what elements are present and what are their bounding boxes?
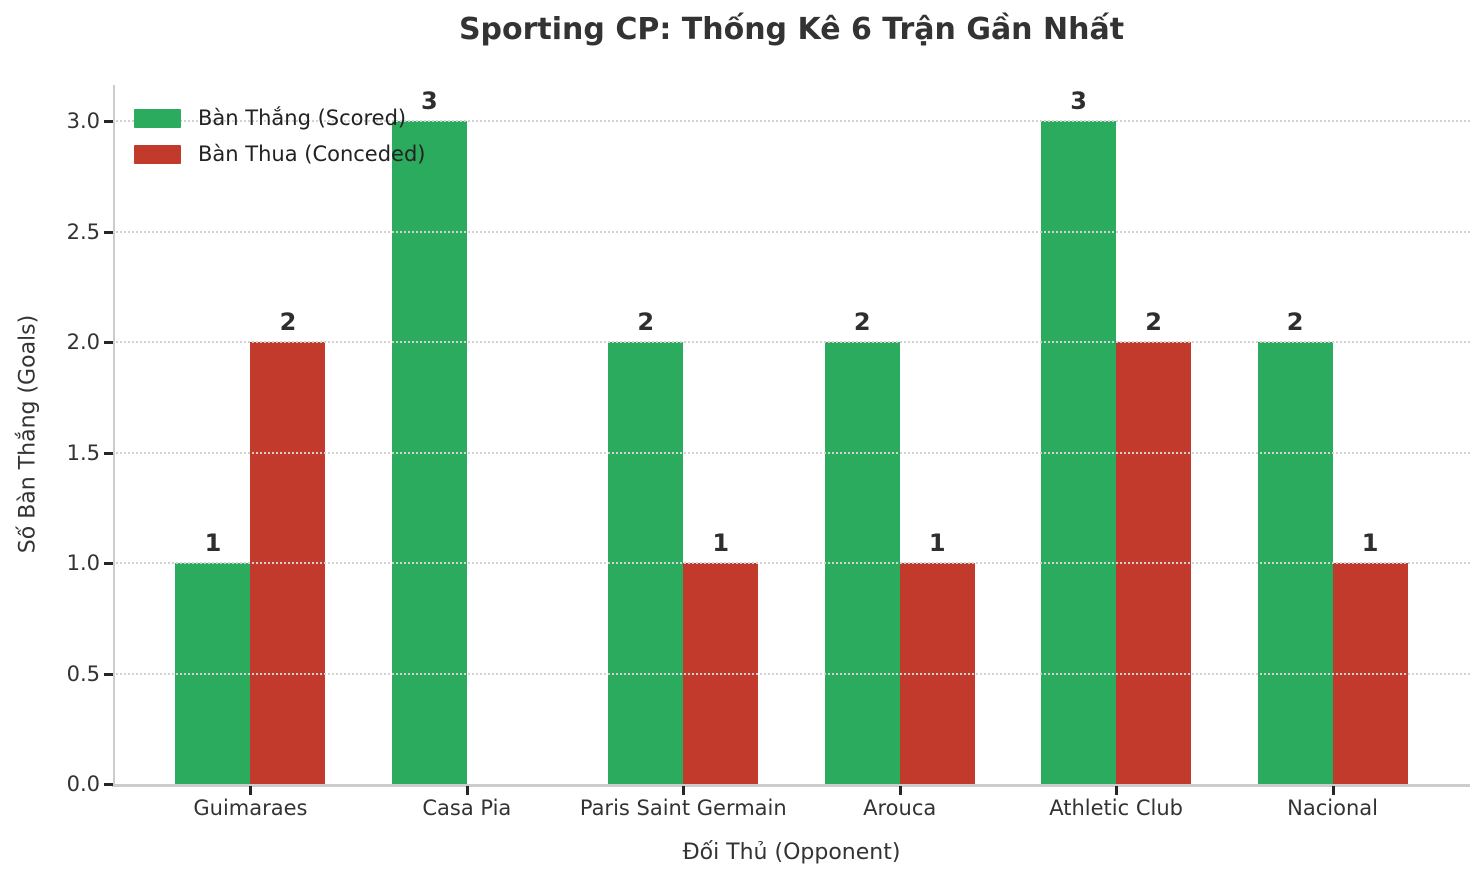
bar-scored <box>608 342 684 784</box>
x-tick-mark <box>1331 786 1335 795</box>
bar-value-label: 1 <box>712 529 730 558</box>
bar-conceded <box>250 342 326 784</box>
y-tick-label: 3.0 <box>66 109 100 134</box>
bar-value-label: 1 <box>1361 529 1379 558</box>
y-tick-mark <box>104 562 113 565</box>
y-tick-mark <box>104 451 113 455</box>
legend: Bàn Thắng (Scored) Bàn Thua (Conceded) <box>134 106 426 167</box>
y-tick-label: 2.0 <box>66 330 100 354</box>
y-tick-label: 1.5 <box>66 440 100 465</box>
bar-value-label: 2 <box>1286 308 1304 337</box>
bar-scored <box>175 563 251 784</box>
y-axis-label: Số Bàn Thắng (Goals) <box>15 314 41 554</box>
plot-area: 1 3 2 2 3 2 2 1 1 2 1 Bàn Thắng (Scored) Bàn Thua (… <box>113 85 1470 784</box>
x-tick-label: Athletic Club <box>1049 796 1183 820</box>
x-tick-mark <box>682 786 686 795</box>
x-tick-mark <box>249 786 253 795</box>
bar-scored <box>1041 121 1117 784</box>
bar-scored <box>1257 342 1333 784</box>
bar-conceded <box>899 563 975 784</box>
bar-conceded <box>683 563 759 784</box>
y-tick-mark <box>104 120 113 124</box>
bars-layer: 1 3 2 2 3 2 2 1 1 2 1 <box>113 85 1470 784</box>
bar-value-label: 2 <box>637 308 655 337</box>
bar-scored <box>391 121 467 784</box>
legend-label: Bàn Thắng (Scored) <box>198 106 407 130</box>
legend-row: Bàn Thắng (Scored) <box>134 106 426 131</box>
x-tick-mark <box>465 786 469 795</box>
bar-scored <box>824 342 900 784</box>
bar-value-label: 3 <box>420 87 438 116</box>
bar-value-label: 1 <box>928 529 946 558</box>
y-axis-spine <box>113 85 115 784</box>
bar-value-label: 1 <box>204 529 222 558</box>
chart-title: Sporting CP: Thống Kê 6 Trận Gần Nhất <box>458 12 1125 47</box>
y-tick-label: 1.0 <box>66 551 100 575</box>
bar-value-label: 2 <box>853 308 871 337</box>
bar-conceded <box>1332 563 1408 784</box>
bar-value-label: 3 <box>1070 87 1087 116</box>
y-tick-mark <box>104 672 113 676</box>
y-tick-label: 2.5 <box>66 219 100 244</box>
x-tick-label: Nacional <box>1287 796 1378 820</box>
y-tick-label: 0.0 <box>66 772 100 796</box>
legend-swatch <box>134 109 181 129</box>
x-tick-mark <box>1115 786 1119 795</box>
legend-label: Bàn Thua (Conceded) <box>198 142 426 167</box>
x-tick-label: Arouca <box>863 796 937 820</box>
x-tick-label: Guimaraes <box>193 796 308 820</box>
x-axis-label: Đối Thủ (Opponent) <box>682 840 901 865</box>
x-tick-mark <box>898 786 902 795</box>
legend-swatch <box>134 145 181 165</box>
x-tick-label: Casa Pia <box>422 796 512 820</box>
bar-conceded <box>1116 342 1192 784</box>
x-axis-spine <box>112 784 1470 787</box>
x-tick-label: Paris Saint Germain <box>579 796 787 820</box>
y-tick-label: 0.5 <box>66 661 100 686</box>
y-tick-mark <box>104 341 113 344</box>
legend-row: Bàn Thua (Conceded) <box>134 142 426 167</box>
bar-value-label: 2 <box>1145 308 1162 337</box>
y-tick-mark <box>104 783 113 786</box>
y-tick-mark <box>104 230 113 234</box>
bar-value-label: 2 <box>279 308 297 337</box>
